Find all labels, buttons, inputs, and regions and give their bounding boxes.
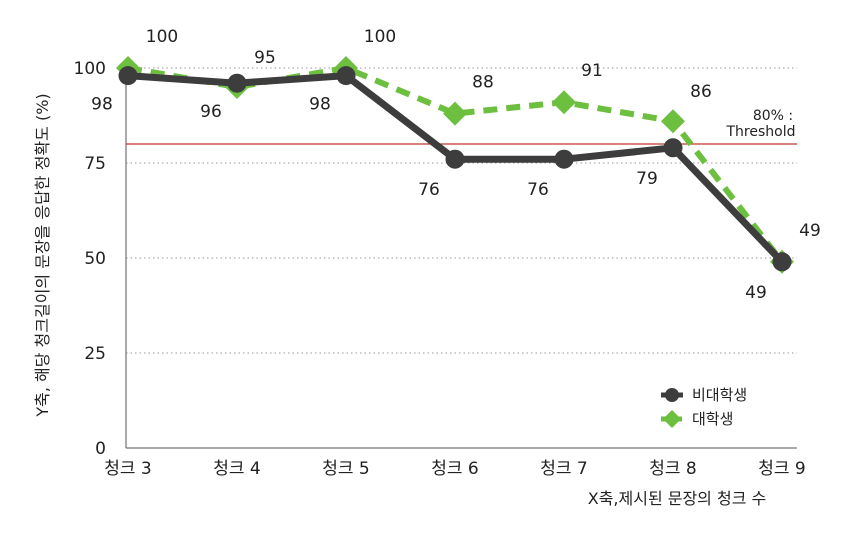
legend-label: 대학생 [692, 410, 733, 428]
x-axis-title: X축,제시된 문장의 청크 수 [588, 489, 767, 508]
data-label: 76 [418, 180, 440, 200]
data-point [661, 109, 685, 134]
data-point [554, 149, 574, 169]
legend-marker [665, 388, 679, 402]
legend-label: 비대학생 [692, 386, 747, 404]
data-label: 98 [309, 95, 331, 115]
x-tick-label: 청크 5 [322, 459, 370, 479]
data-label: 49 [799, 221, 821, 241]
data-point [445, 149, 465, 169]
series-layer [116, 56, 794, 274]
x-tick-label: 청크 4 [213, 459, 261, 479]
data-label: 49 [745, 283, 767, 303]
y-axis-title: Y축, 해당 청크길이의 문장을 응답한 정확도 (%) [33, 93, 52, 417]
data-label: 76 [527, 180, 549, 200]
x-tick-label: 청크 3 [104, 459, 152, 479]
data-point [552, 90, 576, 115]
x-tick-label: 청크 9 [758, 459, 806, 479]
y-tick-label: 75 [84, 154, 106, 174]
x-tick-label: 청크 8 [649, 459, 697, 479]
y-tick-label: 25 [84, 344, 106, 364]
y-tick-label: 100 [74, 59, 106, 79]
data-point [772, 252, 792, 272]
x-tick-label: 청크 6 [431, 459, 479, 479]
y-tick-label: 50 [84, 249, 106, 269]
y-tick-label: 0 [95, 439, 106, 459]
data-point [443, 101, 467, 126]
data-label: 79 [636, 169, 658, 189]
threshold-label-line1: 80% : [753, 108, 793, 124]
data-label: 86 [690, 82, 712, 102]
threshold-label-line2: Threshold [726, 124, 796, 140]
data-point [336, 66, 356, 86]
data-point [118, 66, 138, 86]
data-label: 100 [364, 27, 396, 47]
data-point [227, 73, 247, 93]
data-label: 98 [91, 95, 113, 115]
data-label: 100 [146, 27, 178, 47]
threshold: 80% :Threshold [126, 108, 797, 145]
data-label: 91 [581, 61, 603, 81]
data-label: 88 [472, 73, 494, 93]
data-point [663, 138, 683, 158]
data-label: 95 [254, 48, 276, 68]
labels-layer: 98 96 98 76 76 79 49 100 95 100 88 91 86 49 [91, 27, 821, 303]
x-tick-label: 청크 7 [540, 459, 588, 479]
axes: 0 25 50 75 100 청크 3 청크 4 청크 5 청크 6 청크 7 청크 8 청크 9 [74, 59, 806, 479]
data-label: 96 [200, 102, 222, 122]
legend-marker [663, 410, 681, 428]
